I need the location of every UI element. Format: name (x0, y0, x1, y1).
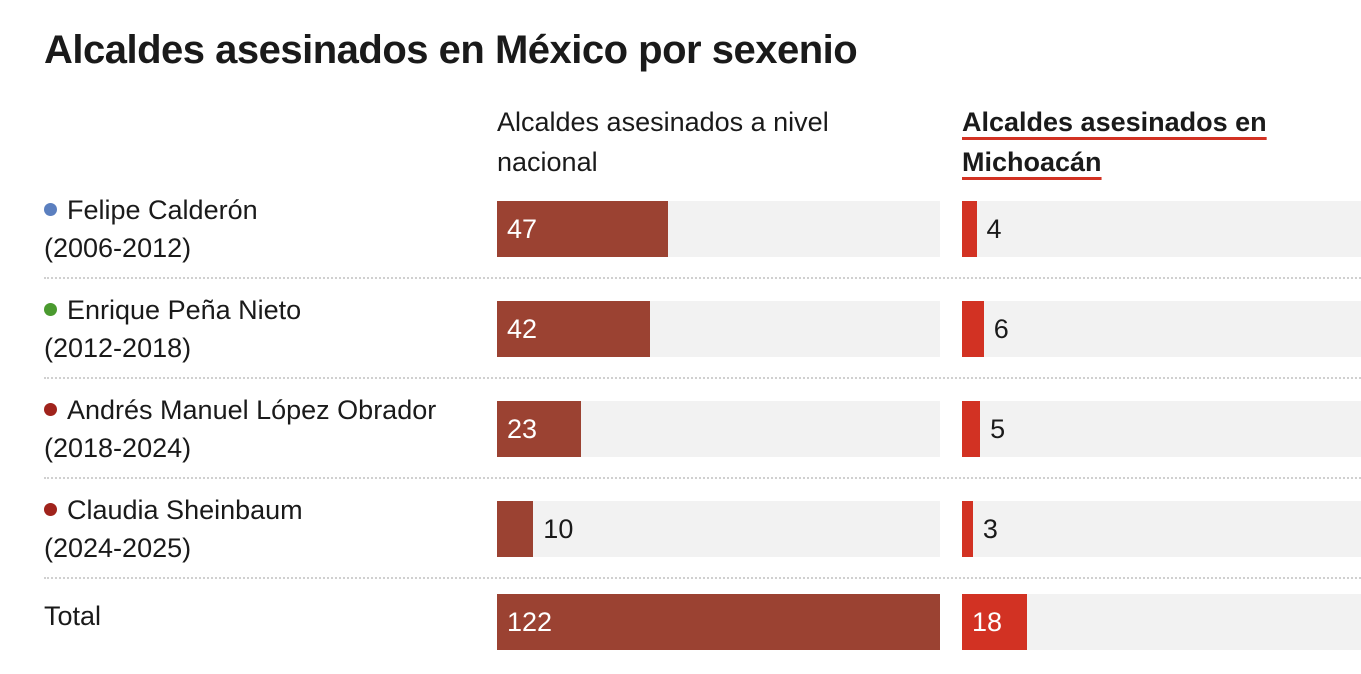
row-name: Felipe Calderón (67, 195, 258, 225)
row-divider (44, 477, 1361, 479)
row-divider (44, 577, 1361, 579)
michoacan-column-header: Alcaldes asesinados en Michoacán (962, 102, 1357, 182)
national-bar (497, 594, 940, 650)
national-bar (497, 501, 534, 557)
row-label: Enrique Peña Nieto (2012-2018) (44, 291, 301, 367)
value-label: 122 (507, 607, 553, 637)
value-label: 42 (507, 314, 538, 344)
michoacan-bar (962, 501, 973, 557)
national-column-header: Alcaldes asesinados a nivel nacional (497, 107, 829, 177)
national-bar-track: 42 (497, 301, 940, 357)
value-label: 23 (507, 414, 538, 444)
row-label: Andrés Manuel López Obrador (2018-2024) (44, 391, 436, 467)
value-label: 10 (543, 514, 574, 544)
michoacan-bar (962, 401, 981, 457)
row-period: (2006-2012) (44, 233, 192, 263)
michoacan-header-line2: Michoacán (962, 147, 1102, 177)
value-label: 4 (986, 214, 1002, 244)
row-name: Claudia Sheinbaum (67, 495, 303, 525)
row-name: Enrique Peña Nieto (67, 295, 302, 325)
chart-title: Alcaldes asesinados en México por sexeni… (44, 28, 858, 72)
legend-dot (44, 303, 57, 316)
row-period: (2018-2024) (44, 433, 192, 463)
row-label: Claudia Sheinbaum (2024-2025) (44, 491, 303, 567)
national-bar-track: 23 (497, 401, 940, 457)
row-divider (44, 277, 1361, 279)
michoacan-bar-track: 4 (962, 201, 1361, 257)
row-name: Total (44, 601, 102, 631)
national-bar-track: 47 (497, 201, 940, 257)
michoacan-header-line1: Alcaldes asesinados en (962, 107, 1267, 137)
row-name: Andrés Manuel López Obrador (67, 395, 437, 425)
michoacan-bar-track: 18 (962, 594, 1361, 650)
value-label: 47 (507, 214, 538, 244)
michoacan-bar-track: 6 (962, 301, 1361, 357)
row-label: Felipe Calderón (2006-2012) (44, 191, 258, 267)
legend-dot (44, 403, 57, 416)
national-bar-track: 10 (497, 501, 940, 557)
national-bar (497, 301, 650, 357)
row-period: (2012-2018) (44, 333, 192, 363)
michoacan-bar (962, 301, 984, 357)
value-label: 6 (993, 314, 1009, 344)
michoacan-bar-track: 5 (962, 401, 1361, 457)
michoacan-bar (962, 201, 977, 257)
michoacan-bar (962, 594, 1028, 650)
national-bar (497, 201, 668, 257)
legend-dot (44, 203, 57, 216)
national-bar (497, 401, 581, 457)
value-label: 18 (972, 607, 1003, 637)
national-bar-track: 122 (497, 594, 940, 650)
legend-dot (44, 503, 57, 516)
row-period: (2024-2025) (44, 533, 192, 563)
row-divider (44, 377, 1361, 379)
value-label: 3 (982, 514, 998, 544)
row-label: Total (44, 597, 101, 635)
michoacan-bar-track: 3 (962, 501, 1361, 557)
value-label: 5 (990, 414, 1006, 444)
